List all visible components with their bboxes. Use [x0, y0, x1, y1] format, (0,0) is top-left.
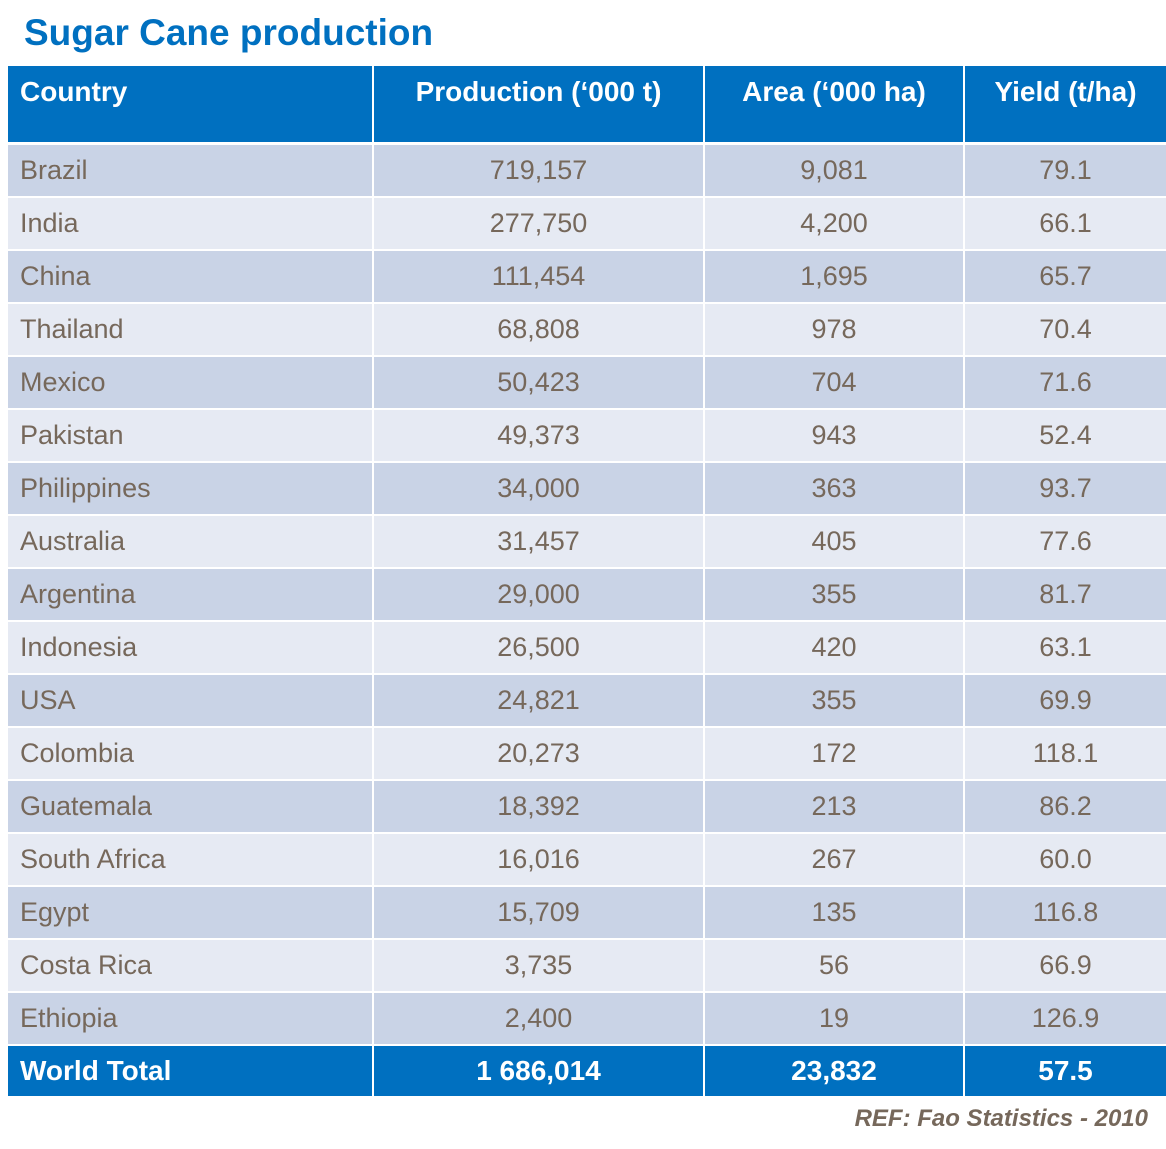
table-row: Philippines 34,000 363 93.7: [8, 463, 1166, 514]
cell-country: Egypt: [8, 887, 374, 938]
cell-country: Argentina: [8, 569, 374, 620]
source-reference: REF: Fao Statistics - 2010: [854, 1105, 1148, 1132]
cell-area: 405: [705, 516, 965, 567]
cell-country: India: [8, 198, 374, 249]
cell-production: 2,400: [374, 993, 705, 1044]
cell-yield: 65.7: [1039, 261, 1092, 291]
cell-area: 978: [705, 304, 965, 355]
cell-area: 213: [705, 781, 965, 832]
table-row: Argentina 29,000 355 81.7: [8, 569, 1166, 620]
table-row: Indonesia 26,500 420 63.1: [8, 622, 1166, 673]
table-row: Costa Rica 3,735 56 66.9: [8, 940, 1166, 991]
cell-production: 50,423: [374, 357, 705, 408]
cell-yield: 77.6: [1039, 526, 1092, 556]
cell-production: 68,808: [374, 304, 705, 355]
table-row: Brazil 719,157 9,081 79.1: [8, 145, 1166, 196]
cell-production: 277,750: [374, 198, 705, 249]
cell-production: 24,821: [374, 675, 705, 726]
cell-production: 20,273: [374, 728, 705, 779]
cell-production: 26,500: [374, 622, 705, 673]
cell-yield: 66.9: [1039, 950, 1092, 980]
table-row: China 111,454 1,695 65.7: [8, 251, 1166, 302]
page-title: Sugar Cane production: [24, 12, 434, 53]
cell-yield: 118.1: [1032, 738, 1099, 768]
column-header-yield: Yield (t/ha): [994, 76, 1137, 107]
total-production: 1 686,014: [374, 1046, 705, 1096]
cell-country: Colombia: [8, 728, 374, 779]
cell-yield: 79.1: [1039, 155, 1092, 185]
cell-yield: 116.8: [1032, 897, 1099, 927]
column-header-production: Production (‘000 t): [374, 66, 705, 142]
cell-area: 56: [705, 940, 965, 991]
table-row: Ethiopia 2,400 19 126.9: [8, 993, 1166, 1044]
cell-country: Ethiopia: [8, 993, 374, 1044]
table-row: Mexico 50,423 704 71.6: [8, 357, 1166, 408]
cell-area: 704: [705, 357, 965, 408]
cell-production: 34,000: [374, 463, 705, 514]
table-row: USA 24,821 355 69.9: [8, 675, 1166, 726]
cell-yield: 52.4: [1039, 420, 1092, 450]
cell-yield: 66.1: [1039, 208, 1092, 238]
cell-area: 267: [705, 834, 965, 885]
table-row: Egypt 15,709 135 116.8: [8, 887, 1166, 938]
cell-country: South Africa: [8, 834, 374, 885]
total-area: 23,832: [705, 1046, 965, 1096]
table-row: Colombia 20,273 172 118.1: [8, 728, 1166, 779]
table-header: Country Production (‘000 t) Area (‘000 h…: [8, 66, 1166, 142]
table-row: Guatemala 18,392 213 86.2: [8, 781, 1166, 832]
cell-area: 135: [705, 887, 965, 938]
cell-yield: 81.7: [1039, 579, 1092, 609]
cell-yield: 86.2: [1039, 791, 1092, 821]
cell-production: 49,373: [374, 410, 705, 461]
cell-area: 1,695: [705, 251, 965, 302]
cell-area: 355: [705, 569, 965, 620]
cell-yield: 69.9: [1039, 685, 1092, 715]
cell-area: 355: [705, 675, 965, 726]
cell-area: 943: [705, 410, 965, 461]
cell-production: 3,735: [374, 940, 705, 991]
cell-yield: 63.1: [1039, 632, 1092, 662]
cell-country: Costa Rica: [8, 940, 374, 991]
cell-area: 420: [705, 622, 965, 673]
table-row: Pakistan 49,373 943 52.4: [8, 410, 1166, 461]
cell-yield: 126.9: [1031, 1003, 1100, 1033]
cell-area: 9,081: [705, 145, 965, 196]
cell-country: Guatemala: [8, 781, 374, 832]
cell-production: 16,016: [374, 834, 705, 885]
column-header-country: Country: [8, 66, 374, 142]
cell-country: Indonesia: [8, 622, 374, 673]
cell-country: Philippines: [8, 463, 374, 514]
cell-production: 719,157: [374, 145, 705, 196]
cell-area: 4,200: [705, 198, 965, 249]
cell-area: 19: [705, 993, 965, 1044]
table-body: Brazil 719,157 9,081 79.1 India 277,750 4,200 6…: [8, 145, 1166, 1044]
cell-yield: 60.0: [1039, 844, 1092, 874]
cell-production: 111,454: [374, 251, 705, 302]
cell-yield: 71.6: [1039, 367, 1092, 397]
cell-country: Australia: [8, 516, 374, 567]
cell-area: 363: [705, 463, 965, 514]
cell-country: Thailand: [8, 304, 374, 355]
column-header-area: Area (‘000 ha): [705, 66, 965, 142]
total-yield: 57.5: [1038, 1055, 1093, 1086]
cell-yield: 70.4: [1039, 314, 1092, 344]
cell-production: 15,709: [374, 887, 705, 938]
table-row: India 277,750 4,200 66.1: [8, 198, 1166, 249]
total-label: World Total: [8, 1046, 374, 1096]
cell-yield: 93.7: [1039, 473, 1092, 503]
cell-production: 29,000: [374, 569, 705, 620]
cell-country: China: [8, 251, 374, 302]
cell-country: Pakistan: [8, 410, 374, 461]
cell-country: Brazil: [8, 145, 374, 196]
cell-production: 31,457: [374, 516, 705, 567]
cell-country: USA: [8, 675, 374, 726]
table-row: South Africa 16,016 267 60.0: [8, 834, 1166, 885]
table-row: Australia 31,457 405 77.6: [8, 516, 1166, 567]
cell-production: 18,392: [374, 781, 705, 832]
production-table: Country Production (‘000 t) Area (‘000 h…: [8, 66, 1166, 1096]
cell-country: Mexico: [8, 357, 374, 408]
table-row: Thailand 68,808 978 70.4: [8, 304, 1166, 355]
total-row: World Total 1 686,014 23,832 57.5: [8, 1046, 1166, 1096]
cell-area: 172: [705, 728, 965, 779]
